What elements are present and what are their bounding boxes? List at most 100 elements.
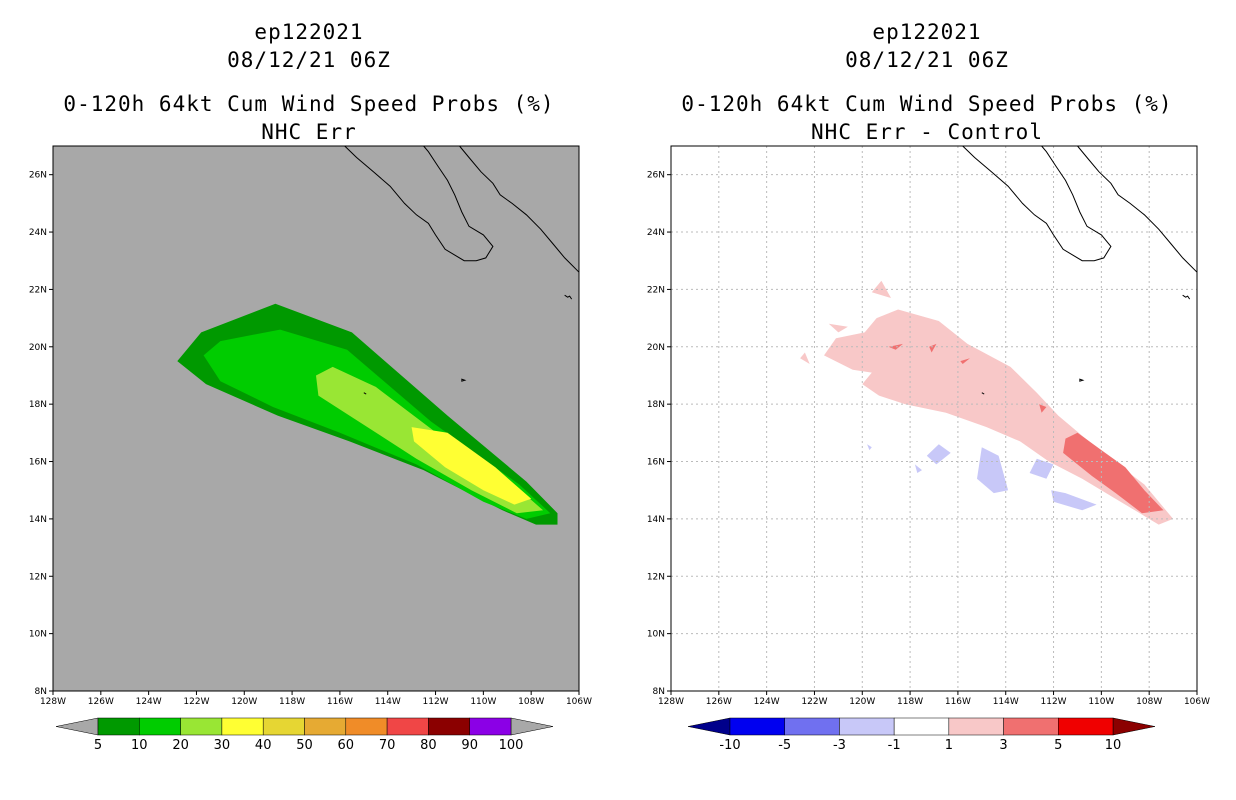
x-tick-label: 126W: [88, 697, 114, 707]
x-tick-label: 116W: [945, 697, 971, 707]
x-tick-label: 108W: [1136, 697, 1162, 707]
contour-region-3: [1039, 404, 1047, 413]
colorbar-end-high: [510, 717, 554, 736]
x-tick-label: 128W: [40, 697, 66, 707]
coastline-mainland: [459, 145, 580, 273]
y-tick-label: 10N: [647, 630, 665, 640]
coastline-baja: [344, 145, 494, 262]
colorbar-swatch: [139, 717, 181, 736]
colorbar-label: 70: [379, 738, 396, 753]
island-marias: [1182, 294, 1191, 300]
y-tick-label: 24N: [647, 228, 665, 238]
coastline-baja: [962, 145, 1112, 262]
plot-frame: [52, 145, 580, 692]
contour-region-1: [828, 323, 848, 333]
contour-region-neg1: [1029, 458, 1054, 479]
y-tick-label: 18N: [647, 400, 665, 410]
y-tick-label: 16N: [29, 458, 47, 468]
contour-region-3: [1063, 432, 1164, 514]
chart-title-datetime: 08/12/21 06Z: [845, 48, 1009, 72]
x-tick-label: 114W: [375, 697, 401, 707]
contour-region-neg1: [914, 464, 922, 473]
storm-center-mark: [981, 392, 985, 395]
y-tick-label: 18N: [29, 400, 47, 410]
right-map-plot: 128W 126W 124W 122W 120W 118W 116W 114W 112W 110W…: [647, 145, 1210, 753]
chart-subtitle: NHC Err: [261, 120, 357, 144]
colorbar-swatch: [345, 717, 388, 736]
colorbar-swatch: [948, 717, 1004, 736]
left-map-plot: 128W 126W 124W 122W 120W 118W 116W 114W 112W 110W…: [29, 145, 592, 753]
colorbar-label: 3: [999, 738, 1007, 753]
colorbar-swatch: [469, 717, 512, 736]
colorbar-swatch: [97, 717, 140, 736]
colorbar-label: 10: [131, 738, 148, 753]
colorbar-label: 30: [214, 738, 231, 753]
island-marias: [564, 294, 573, 300]
colorbar-label: 60: [338, 738, 355, 753]
y-tick-label: 14N: [647, 515, 665, 525]
storm-center-mark: [363, 392, 367, 395]
colorbar-label: 10: [1105, 738, 1122, 753]
chart-title-storm-id: ep122021: [254, 20, 364, 44]
coastline-mainland: [1077, 145, 1198, 273]
chart-subtitle: NHC Err - Control: [811, 120, 1043, 144]
colorbar-label: 5: [94, 738, 102, 753]
x-tick-label: 110W: [470, 697, 496, 707]
contour-region-3: [960, 358, 970, 364]
contour-region-3: [929, 343, 937, 353]
contour-region-3: [888, 343, 903, 350]
colorbar-label: -5: [778, 738, 791, 753]
x-tick-label: 112W: [423, 697, 449, 707]
colorbar-swatch: [304, 717, 347, 736]
contour-region-neg1: [867, 444, 872, 451]
colorbar-swatch: [221, 717, 264, 736]
y-tick-label: 8N: [653, 687, 665, 697]
chart-title-datetime: 08/12/21 06Z: [227, 48, 391, 72]
x-tick-label: 106W: [1184, 697, 1210, 707]
colorbar-end-low: [687, 717, 731, 736]
y-tick-label: 26N: [647, 171, 665, 181]
colorbar-label: 1: [945, 738, 953, 753]
x-tick-label: 124W: [754, 697, 780, 707]
colorbar-swatch: [386, 717, 429, 736]
y-tick-label: 10N: [29, 630, 47, 640]
y-tick-label: 12N: [29, 572, 47, 582]
y-tick-label: 8N: [35, 687, 47, 697]
colorbar-swatch: [839, 717, 895, 736]
colorbar-swatch: [180, 717, 223, 736]
colorbar-swatch: [893, 717, 950, 736]
x-tick-label: 108W: [518, 697, 544, 707]
colorbar-label: 80: [420, 738, 437, 753]
x-tick-label: 118W: [897, 697, 923, 707]
colorbar-label: 40: [255, 738, 272, 753]
contour-region-neg1: [1051, 490, 1097, 511]
x-tick-label: 116W: [327, 697, 353, 707]
colorbar-label: 100: [499, 738, 524, 753]
x-tick-label: 114W: [993, 697, 1019, 707]
y-tick-label: 20N: [647, 343, 665, 353]
colorbar-label: -3: [833, 738, 846, 753]
y-tick-label: 22N: [647, 285, 665, 295]
x-tick-label: 126W: [706, 697, 732, 707]
island-socorro: [1079, 378, 1085, 382]
y-tick-label: 16N: [647, 458, 665, 468]
x-tick-label: 118W: [279, 697, 305, 707]
colorbar-swatch: [428, 717, 470, 736]
plot-background: [671, 146, 1197, 691]
colorbar-label: 90: [461, 738, 478, 753]
colorbar-end-high: [1112, 717, 1156, 736]
island-socorro: [461, 378, 467, 382]
plot-frame: [670, 145, 1198, 692]
contour-region-neg1: [926, 444, 951, 465]
x-tick-label: 110W: [1088, 697, 1114, 707]
colorbar-end-low: [55, 717, 99, 736]
chart-title-product: 0-120h 64kt Cum Wind Speed Probs (%): [681, 92, 1173, 116]
x-tick-label: 106W: [566, 697, 592, 707]
x-tick-label: 120W: [231, 697, 257, 707]
x-tick-label: 120W: [849, 697, 875, 707]
contour-region-30: [411, 427, 532, 505]
y-tick-label: 26N: [29, 171, 47, 181]
colorbar-swatch: [262, 717, 305, 736]
colorbar-swatch: [729, 717, 785, 736]
left-chart-panel: ep122021 08/12/21 06Z 0-120h 64kt Cum Wi…: [29, 20, 592, 753]
